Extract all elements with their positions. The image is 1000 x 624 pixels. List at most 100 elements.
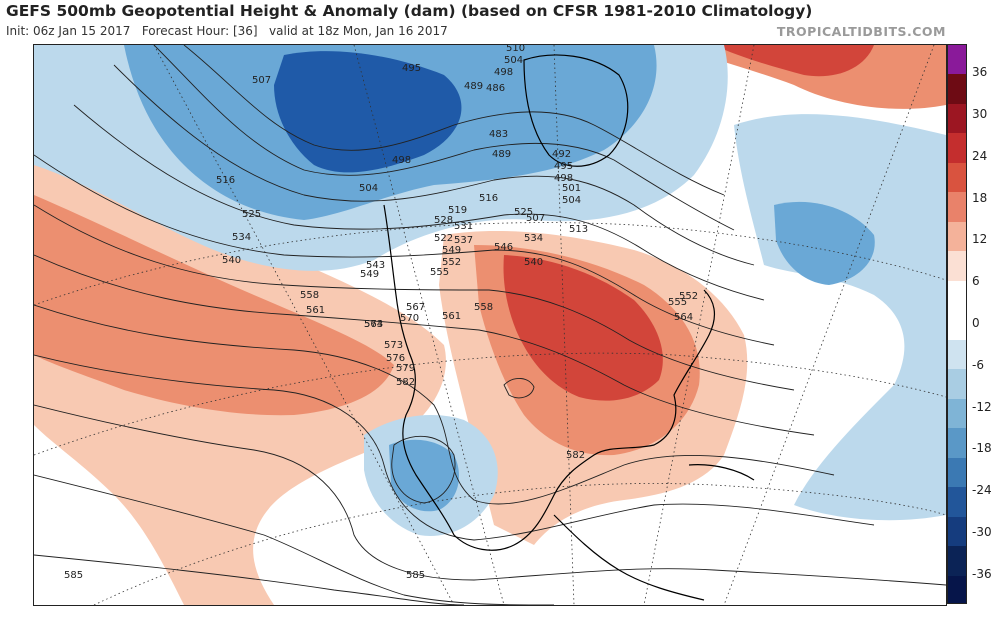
contour-label: 570	[400, 313, 419, 324]
anomaly-colorbar	[947, 44, 967, 604]
coastlines	[383, 54, 755, 601]
contour-label: 552	[442, 257, 461, 268]
map-subtitle: Init: 06z Jan 15 2017 Forecast Hour: [36…	[6, 24, 448, 38]
contour-label: 498	[494, 67, 513, 78]
contour-label: 525	[242, 209, 261, 220]
eastern-us-anomaly-max	[503, 255, 663, 401]
colorbar-segment	[948, 546, 966, 577]
colorbar-label: 30	[972, 107, 988, 122]
colorbar-label: 0	[972, 316, 980, 330]
graticule	[34, 45, 946, 605]
contour-label: 531	[454, 221, 473, 232]
colorbar-segment	[948, 280, 966, 311]
colorbar-segment	[948, 575, 966, 603]
contour-label: 504	[359, 183, 378, 194]
contour-label: 534	[232, 232, 251, 243]
contour-label: 549	[442, 245, 461, 256]
contour-label: 564	[364, 319, 383, 330]
colorbar-segment	[948, 369, 966, 400]
contour-label: 522	[434, 233, 453, 244]
contour-label: 558	[300, 290, 319, 301]
contour-label: 540	[222, 255, 241, 266]
colorbar-label: -6	[972, 357, 984, 372]
contour-label: 495	[554, 161, 573, 172]
contour-label: 525	[514, 207, 533, 218]
contour-label: 540	[524, 257, 543, 268]
init-time: Init: 06z Jan 15 2017	[6, 24, 131, 38]
contour-label: 483	[489, 129, 508, 140]
contour-label: 495	[402, 63, 421, 74]
greenland-coast	[523, 54, 629, 167]
contour-label: 501	[562, 183, 581, 194]
colorbar-segment	[948, 457, 966, 488]
contour-label: 564	[674, 312, 693, 323]
contour-label: 489	[492, 149, 511, 160]
contour-label: 561	[306, 305, 325, 316]
colorbar-label: 6	[972, 274, 980, 289]
contour-label: 534	[524, 233, 543, 244]
contour-label: 543	[366, 260, 385, 271]
contour-label: 504	[504, 55, 523, 66]
colorbar-segment	[948, 162, 966, 193]
map-title: GEFS 500mb Geopotential Height & Anomaly…	[6, 2, 813, 20]
colorbar-label: -18	[972, 441, 992, 456]
contour-label: 486	[486, 83, 505, 94]
alaska-trough-anomaly-core	[274, 51, 462, 173]
contour-label: 504	[562, 195, 581, 206]
contour-label: 546	[494, 242, 513, 253]
height-contours	[34, 45, 946, 605]
contour-label: 573	[384, 340, 403, 351]
colorbar-segment	[948, 221, 966, 252]
contour-label: 519	[448, 205, 467, 216]
forecast-hour: Forecast Hour: [36]	[141, 24, 258, 38]
contour-label: 513	[569, 224, 588, 235]
colorbar-segment	[948, 133, 966, 164]
contour-label: 576	[386, 353, 405, 364]
contour-label: 510	[506, 45, 525, 54]
north-america-coast	[383, 204, 716, 551]
colorbar-segment	[948, 251, 966, 282]
central-america-coast	[553, 514, 705, 601]
contour-label: 507	[252, 75, 271, 86]
colorbar-segment	[948, 310, 966, 341]
contour-label: 492	[552, 149, 571, 160]
contour-label: 573	[364, 319, 383, 330]
contour-label: 549	[360, 269, 379, 280]
colorbar-segment	[948, 339, 966, 370]
colorbar-segment	[948, 192, 966, 223]
valid-time: valid at 18z Mon, Jan 16 2017	[269, 24, 448, 38]
atlantic-high-anomaly	[674, 45, 946, 109]
contour-label: 489	[464, 81, 483, 92]
contour-label: 585	[406, 570, 425, 581]
cuba-coast	[688, 464, 755, 481]
contour-label: 558	[474, 302, 493, 313]
colorbar-label: 18	[972, 190, 988, 205]
baja-low-anomaly-core	[389, 439, 459, 512]
site-credit: TROPICALTIDBITS.COM	[776, 24, 946, 39]
colorbar-label: -30	[972, 524, 992, 539]
contour-label: 516	[479, 193, 498, 204]
colorbar-segment	[948, 516, 966, 547]
contour-label: 555	[668, 297, 687, 308]
positive-anomaly-shading	[34, 45, 946, 605]
atlantic-trough-anomaly-core	[774, 201, 875, 285]
contour-label: 498	[554, 173, 573, 184]
atlantic-trough-anomaly	[734, 114, 946, 521]
atlantic-high-anomaly-core	[714, 45, 874, 77]
colorbar-segment	[948, 74, 966, 105]
contour-label: 582	[566, 450, 585, 461]
contour-label: 537	[454, 235, 473, 246]
contour-label: 585	[64, 570, 83, 581]
contour-label: 555	[430, 267, 449, 278]
colorbar-segment	[948, 428, 966, 459]
colorbar-label: 24	[972, 148, 988, 163]
colorbar-segment	[948, 45, 966, 75]
colorbar-label: -12	[972, 399, 992, 414]
colorbar-label: 36	[972, 65, 988, 80]
contour-label: 561	[442, 311, 461, 322]
colorbar-segment	[948, 487, 966, 518]
colorbar-label: -36	[972, 566, 992, 581]
contour-label: 582	[396, 377, 415, 388]
